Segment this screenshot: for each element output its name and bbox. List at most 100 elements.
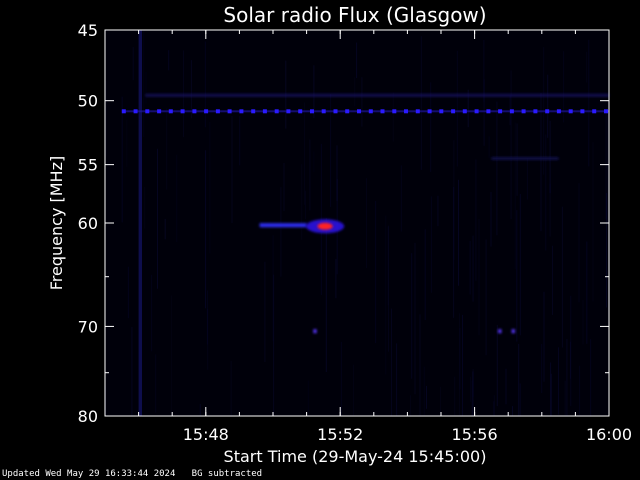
noise-streak xyxy=(490,192,492,247)
noise-streak xyxy=(543,291,545,382)
noise-streak xyxy=(569,341,571,379)
noise-streak xyxy=(273,274,275,416)
noise-streak xyxy=(385,215,387,375)
interference-dot xyxy=(192,109,197,114)
noise-streak xyxy=(330,94,332,207)
noise-streak xyxy=(168,50,170,71)
noise-streak xyxy=(126,119,128,167)
noise-streak xyxy=(505,368,507,405)
noise-streak xyxy=(144,187,146,229)
noise-streak xyxy=(549,183,551,237)
noise-streak xyxy=(526,158,528,200)
noise-streak xyxy=(400,165,402,232)
interference-base xyxy=(121,110,610,113)
burst-60mhz-weak xyxy=(259,223,307,228)
interference-dot xyxy=(321,109,326,114)
noise-streak xyxy=(424,229,426,320)
interference-dot xyxy=(157,109,162,114)
noise-streak xyxy=(453,187,455,318)
noise-streak xyxy=(578,183,580,303)
interference-dot xyxy=(545,109,550,114)
interference-dot xyxy=(251,109,256,114)
interference-dot xyxy=(227,109,232,114)
noise-streak xyxy=(570,295,572,406)
interference-dot xyxy=(498,109,503,114)
noise-streak xyxy=(145,71,147,104)
interference-dot xyxy=(592,109,597,114)
noise-streak xyxy=(493,401,495,416)
noise-streak xyxy=(488,136,490,158)
noise-streak xyxy=(207,309,209,370)
interference-dot xyxy=(357,109,361,114)
interference-dot xyxy=(556,109,561,114)
y-tick-label: 70 xyxy=(78,317,98,336)
noise-streak xyxy=(512,406,513,416)
interference-dot xyxy=(568,109,573,114)
noise-streak xyxy=(469,376,471,402)
noise-streak xyxy=(550,373,552,416)
x-tick-label: 15:48 xyxy=(183,425,229,444)
noise-streak xyxy=(205,150,207,309)
noise-streak xyxy=(439,386,441,416)
interference-dot xyxy=(204,109,209,114)
noise-streak xyxy=(586,51,588,83)
feature-mark xyxy=(491,157,559,160)
interference-dot xyxy=(180,109,185,114)
noise-streak xyxy=(483,40,485,102)
y-tick-label: 45 xyxy=(78,21,98,40)
noise-streak xyxy=(563,51,565,123)
noise-streak xyxy=(423,366,425,416)
interference-dot xyxy=(486,109,491,114)
interference-dot xyxy=(533,109,538,114)
x-axis-label: Start Time (29-May-24 15:45:00) xyxy=(224,447,487,466)
noise-streak xyxy=(272,235,274,342)
interference-dot xyxy=(604,109,608,114)
noise-streak xyxy=(592,142,594,302)
noise-streak xyxy=(151,274,153,352)
noise-streak xyxy=(353,364,355,416)
noise-streak xyxy=(518,343,520,416)
interference-dot xyxy=(333,109,338,114)
interference-dot xyxy=(404,109,408,114)
noise-streak xyxy=(458,179,459,286)
noise-streak xyxy=(606,193,607,308)
noise-streak xyxy=(127,266,129,319)
noise-streak xyxy=(454,376,456,416)
interference-dot xyxy=(345,109,350,114)
noise-streak xyxy=(365,178,367,269)
burst-60mhz-peak xyxy=(306,219,345,234)
spot-70mhz-c xyxy=(511,329,515,334)
burst-core xyxy=(317,222,333,230)
interference-dot xyxy=(521,109,526,114)
interference-dot xyxy=(427,109,432,114)
noise-streak xyxy=(411,253,413,379)
noise-streak xyxy=(356,42,358,78)
noise-streak xyxy=(430,196,432,293)
noise-streak xyxy=(335,258,337,299)
noise-streak xyxy=(550,362,552,416)
noise-streak xyxy=(392,92,394,142)
noise-streak xyxy=(155,354,157,413)
spot-70mhz-a xyxy=(313,329,317,334)
interference-dot xyxy=(145,109,150,114)
noise-streak xyxy=(552,245,553,315)
noise-streak xyxy=(426,385,427,409)
x-tick-label: 15:56 xyxy=(452,425,498,444)
x-tick-label: 15:52 xyxy=(317,425,363,444)
noise-streak xyxy=(493,395,495,416)
noise-streak xyxy=(396,343,398,416)
noise-streak xyxy=(206,290,208,345)
noise-streak xyxy=(519,194,521,336)
interference-dot xyxy=(215,109,220,114)
interference-dot xyxy=(439,109,444,114)
noise-streak xyxy=(409,395,411,416)
interference-dot xyxy=(380,109,385,114)
noise-streak xyxy=(313,65,315,119)
constant-interference-51mhz xyxy=(121,109,610,114)
interference-dot xyxy=(121,109,126,114)
noise-streak xyxy=(387,226,389,306)
noise-streak xyxy=(391,308,392,416)
noise-streak xyxy=(607,114,609,224)
